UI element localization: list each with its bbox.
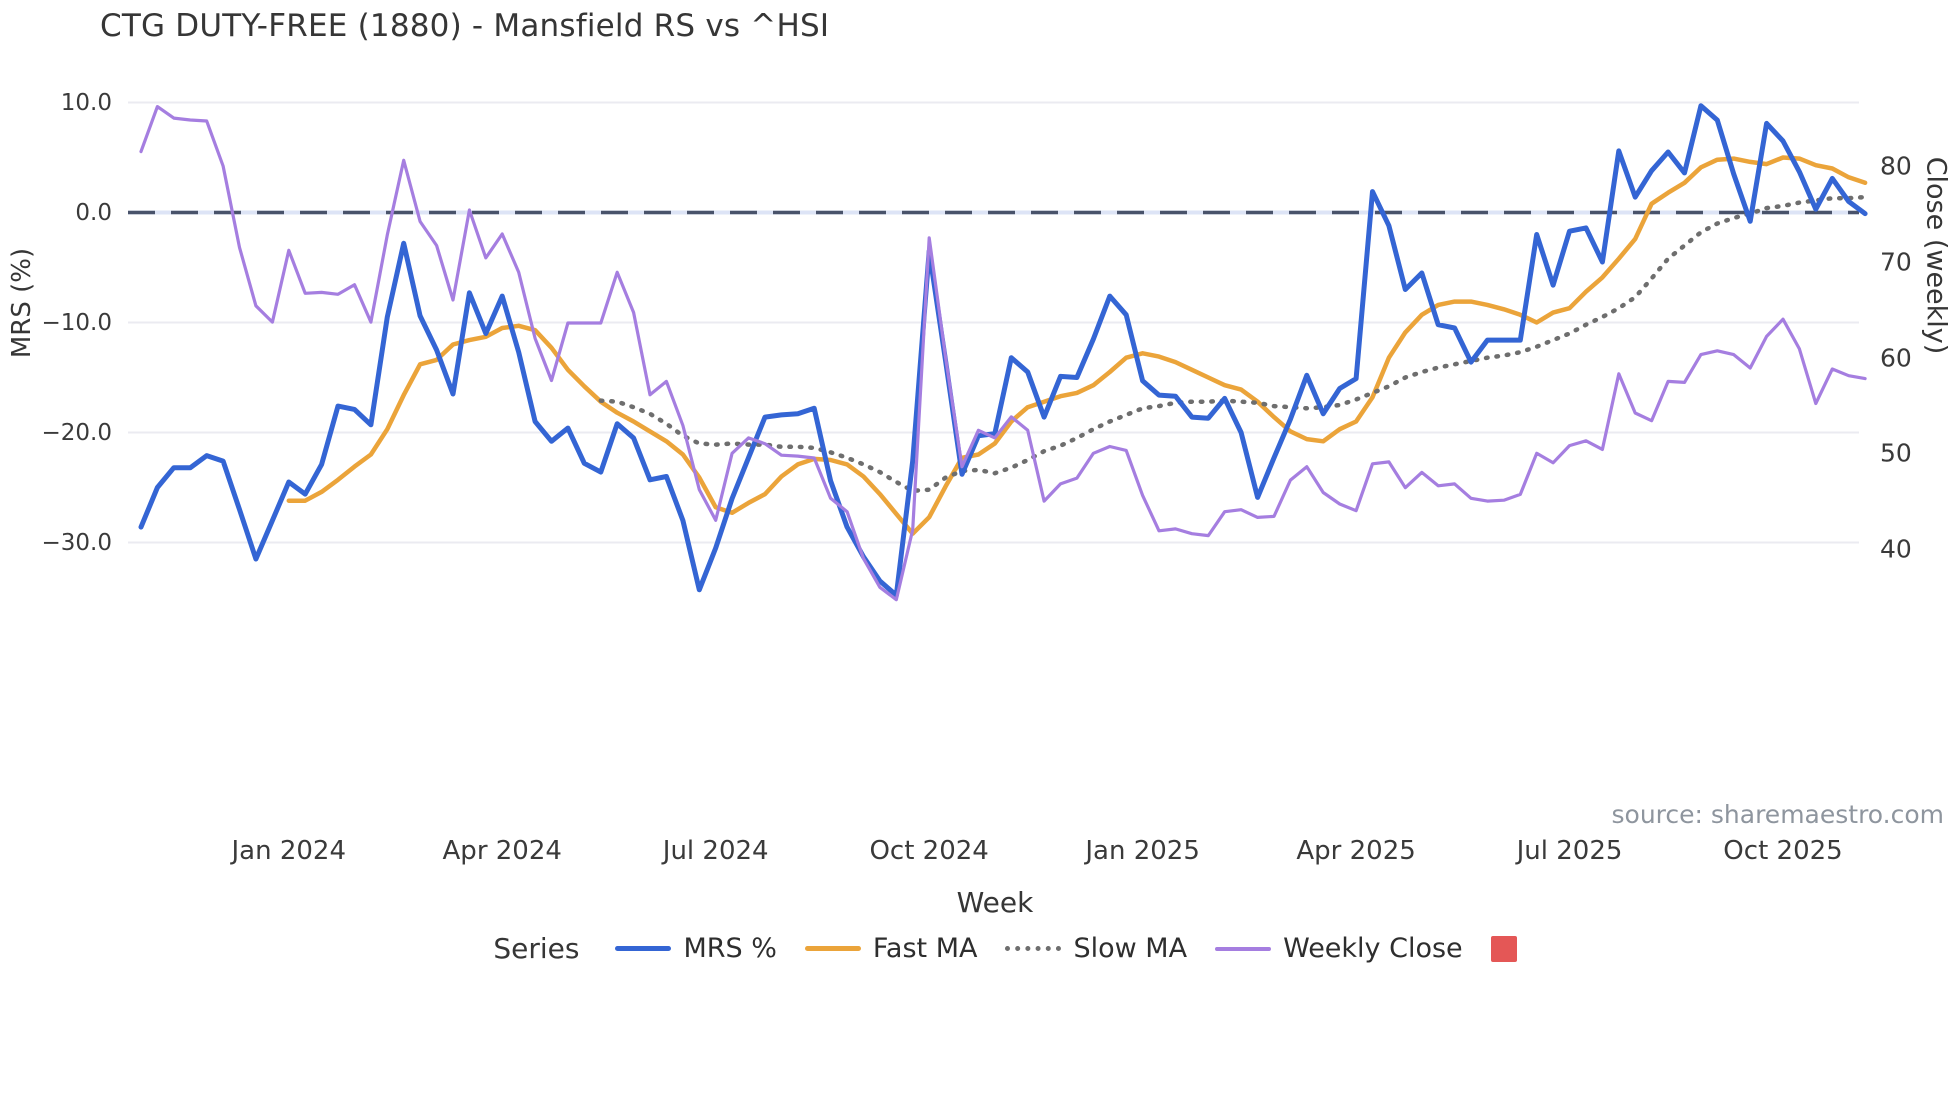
heatmap-strip bbox=[128, 706, 1869, 823]
y-tick-right: 70 bbox=[1880, 247, 1912, 277]
mrs-line-swatch-icon bbox=[615, 946, 672, 951]
legend-label-slow-ma: Slow MA bbox=[1073, 933, 1188, 964]
x-tick: Apr 2025 bbox=[1296, 836, 1416, 866]
y-tick-right: 40 bbox=[1880, 534, 1912, 564]
y-axis-label-left: MRS (%) bbox=[7, 247, 37, 359]
y-tick-right: 80 bbox=[1880, 151, 1912, 181]
legend-label-fast-ma: Fast MA bbox=[872, 933, 978, 964]
slow-ma-dotted-swatch-icon bbox=[1005, 946, 1062, 951]
legend: Series MRS % Fast MA Slow MA Weekly Clos… bbox=[0, 932, 1960, 965]
source-watermark: source: sharemaestro.com bbox=[1611, 800, 1945, 829]
y-axis-label-right: Close (weekly) bbox=[1920, 156, 1952, 355]
legend-item-slow-ma: Slow MA bbox=[1005, 933, 1187, 964]
legend-item-mrs: MRS % bbox=[615, 933, 777, 964]
legend-title: Series bbox=[493, 932, 580, 965]
legend-item-weekly-close: Weekly Close bbox=[1215, 933, 1463, 964]
y-tick-left: 0.0 bbox=[75, 199, 112, 226]
y-tick-left: −10.0 bbox=[41, 309, 112, 336]
y-tick-right: 50 bbox=[1880, 438, 1912, 468]
y-tick-left: −30.0 bbox=[41, 529, 112, 556]
x-tick: Jul 2025 bbox=[1516, 836, 1623, 866]
chart-title: CTG DUTY-FREE (1880) - Mansfield RS vs ^… bbox=[100, 8, 830, 44]
legend-label-weekly-close: Weekly Close bbox=[1283, 933, 1463, 964]
x-tick: Oct 2024 bbox=[869, 836, 989, 866]
weekly-close-line-swatch-icon bbox=[1215, 946, 1272, 951]
x-tick: Jul 2024 bbox=[662, 836, 769, 866]
y-tick-left: −20.0 bbox=[41, 419, 112, 446]
x-tick: Jan 2025 bbox=[1085, 836, 1200, 866]
x-tick: Oct 2025 bbox=[1723, 836, 1843, 866]
x-tick: Apr 2024 bbox=[442, 836, 562, 866]
y-tick-right: 60 bbox=[1880, 343, 1912, 372]
fast-ma-line-swatch-icon bbox=[804, 946, 861, 951]
y-tick-left: 10.0 bbox=[60, 89, 112, 116]
x-tick: Jan 2024 bbox=[231, 836, 347, 866]
legend-label-mrs: MRS % bbox=[683, 933, 777, 964]
x-axis-label: Week bbox=[956, 886, 1034, 919]
legend-item-fast-ma: Fast MA bbox=[804, 933, 978, 964]
plot-canvas bbox=[128, 101, 1868, 602]
heatmap-swatch-icon bbox=[1490, 935, 1517, 962]
